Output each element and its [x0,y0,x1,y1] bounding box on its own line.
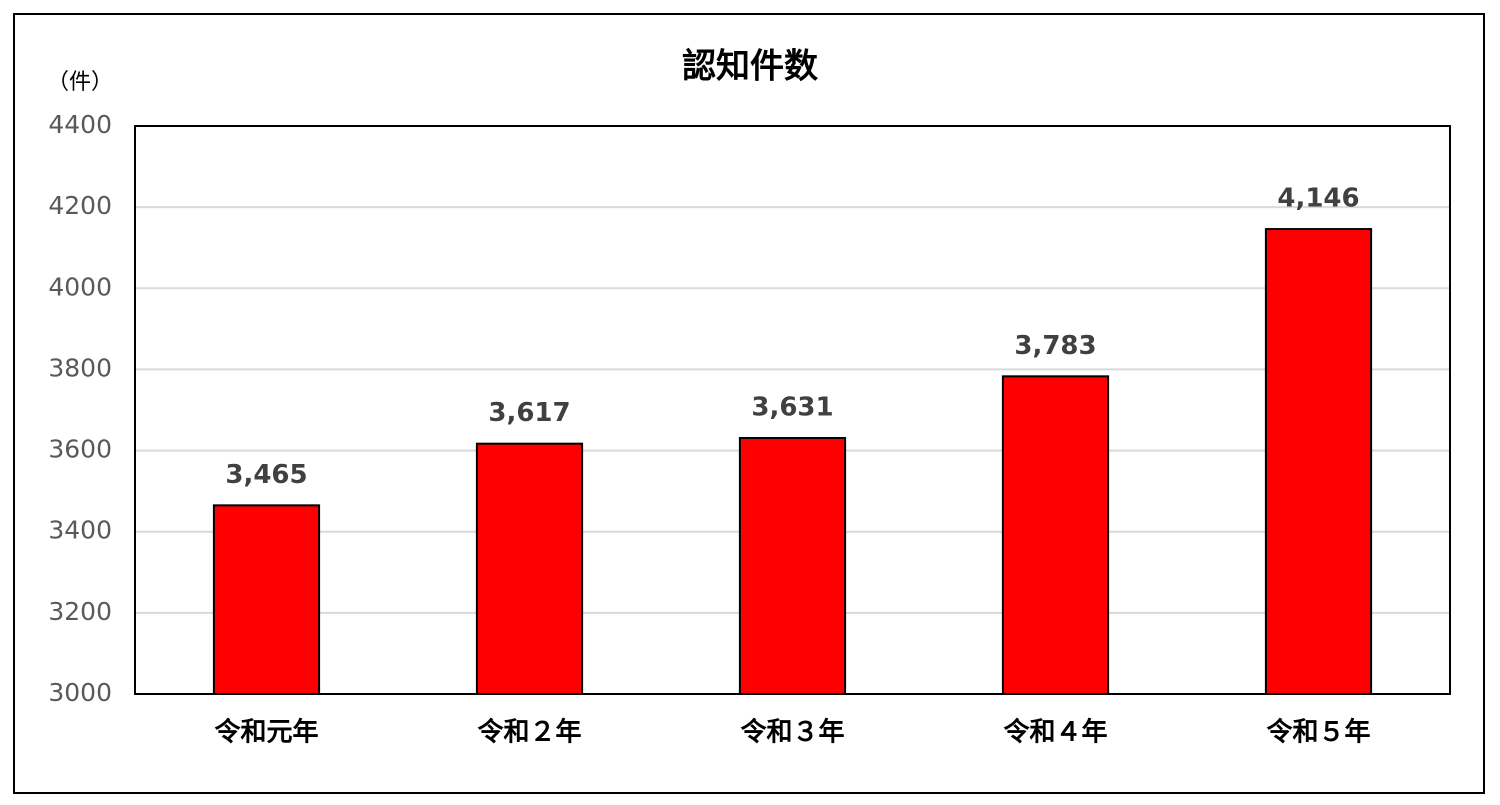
y-tick-label: 3400 [48,516,112,545]
bar [1001,375,1110,695]
y-tick-label: 4400 [48,110,112,139]
data-label: 3,783 [1014,331,1096,361]
y-tick-label: 3800 [48,353,112,382]
y-tick-label: 4200 [48,191,112,220]
bar [1264,228,1373,695]
x-tick-label: 令和５年 [1266,717,1370,748]
x-tick-label: 令和元年 [214,717,318,748]
chart-title: 認知件数 [682,47,818,87]
y-axis-label: （件） [47,70,113,95]
y-tick-label: 4000 [48,272,112,301]
data-label: 3,617 [488,398,570,428]
bar [738,436,847,695]
x-tick-label: 令和２年 [477,717,581,748]
data-label: 4,146 [1277,184,1359,214]
data-label: 3,465 [225,460,307,490]
y-tick-label: 3200 [48,597,112,626]
x-tick-label: 令和３年 [740,717,844,748]
y-tick-label: 3600 [48,435,112,464]
bar [212,504,321,696]
x-tick-label: 令和４年 [1003,717,1107,748]
y-tick-label: 3000 [48,678,112,707]
data-label: 3,631 [751,392,833,422]
bar [475,442,584,695]
